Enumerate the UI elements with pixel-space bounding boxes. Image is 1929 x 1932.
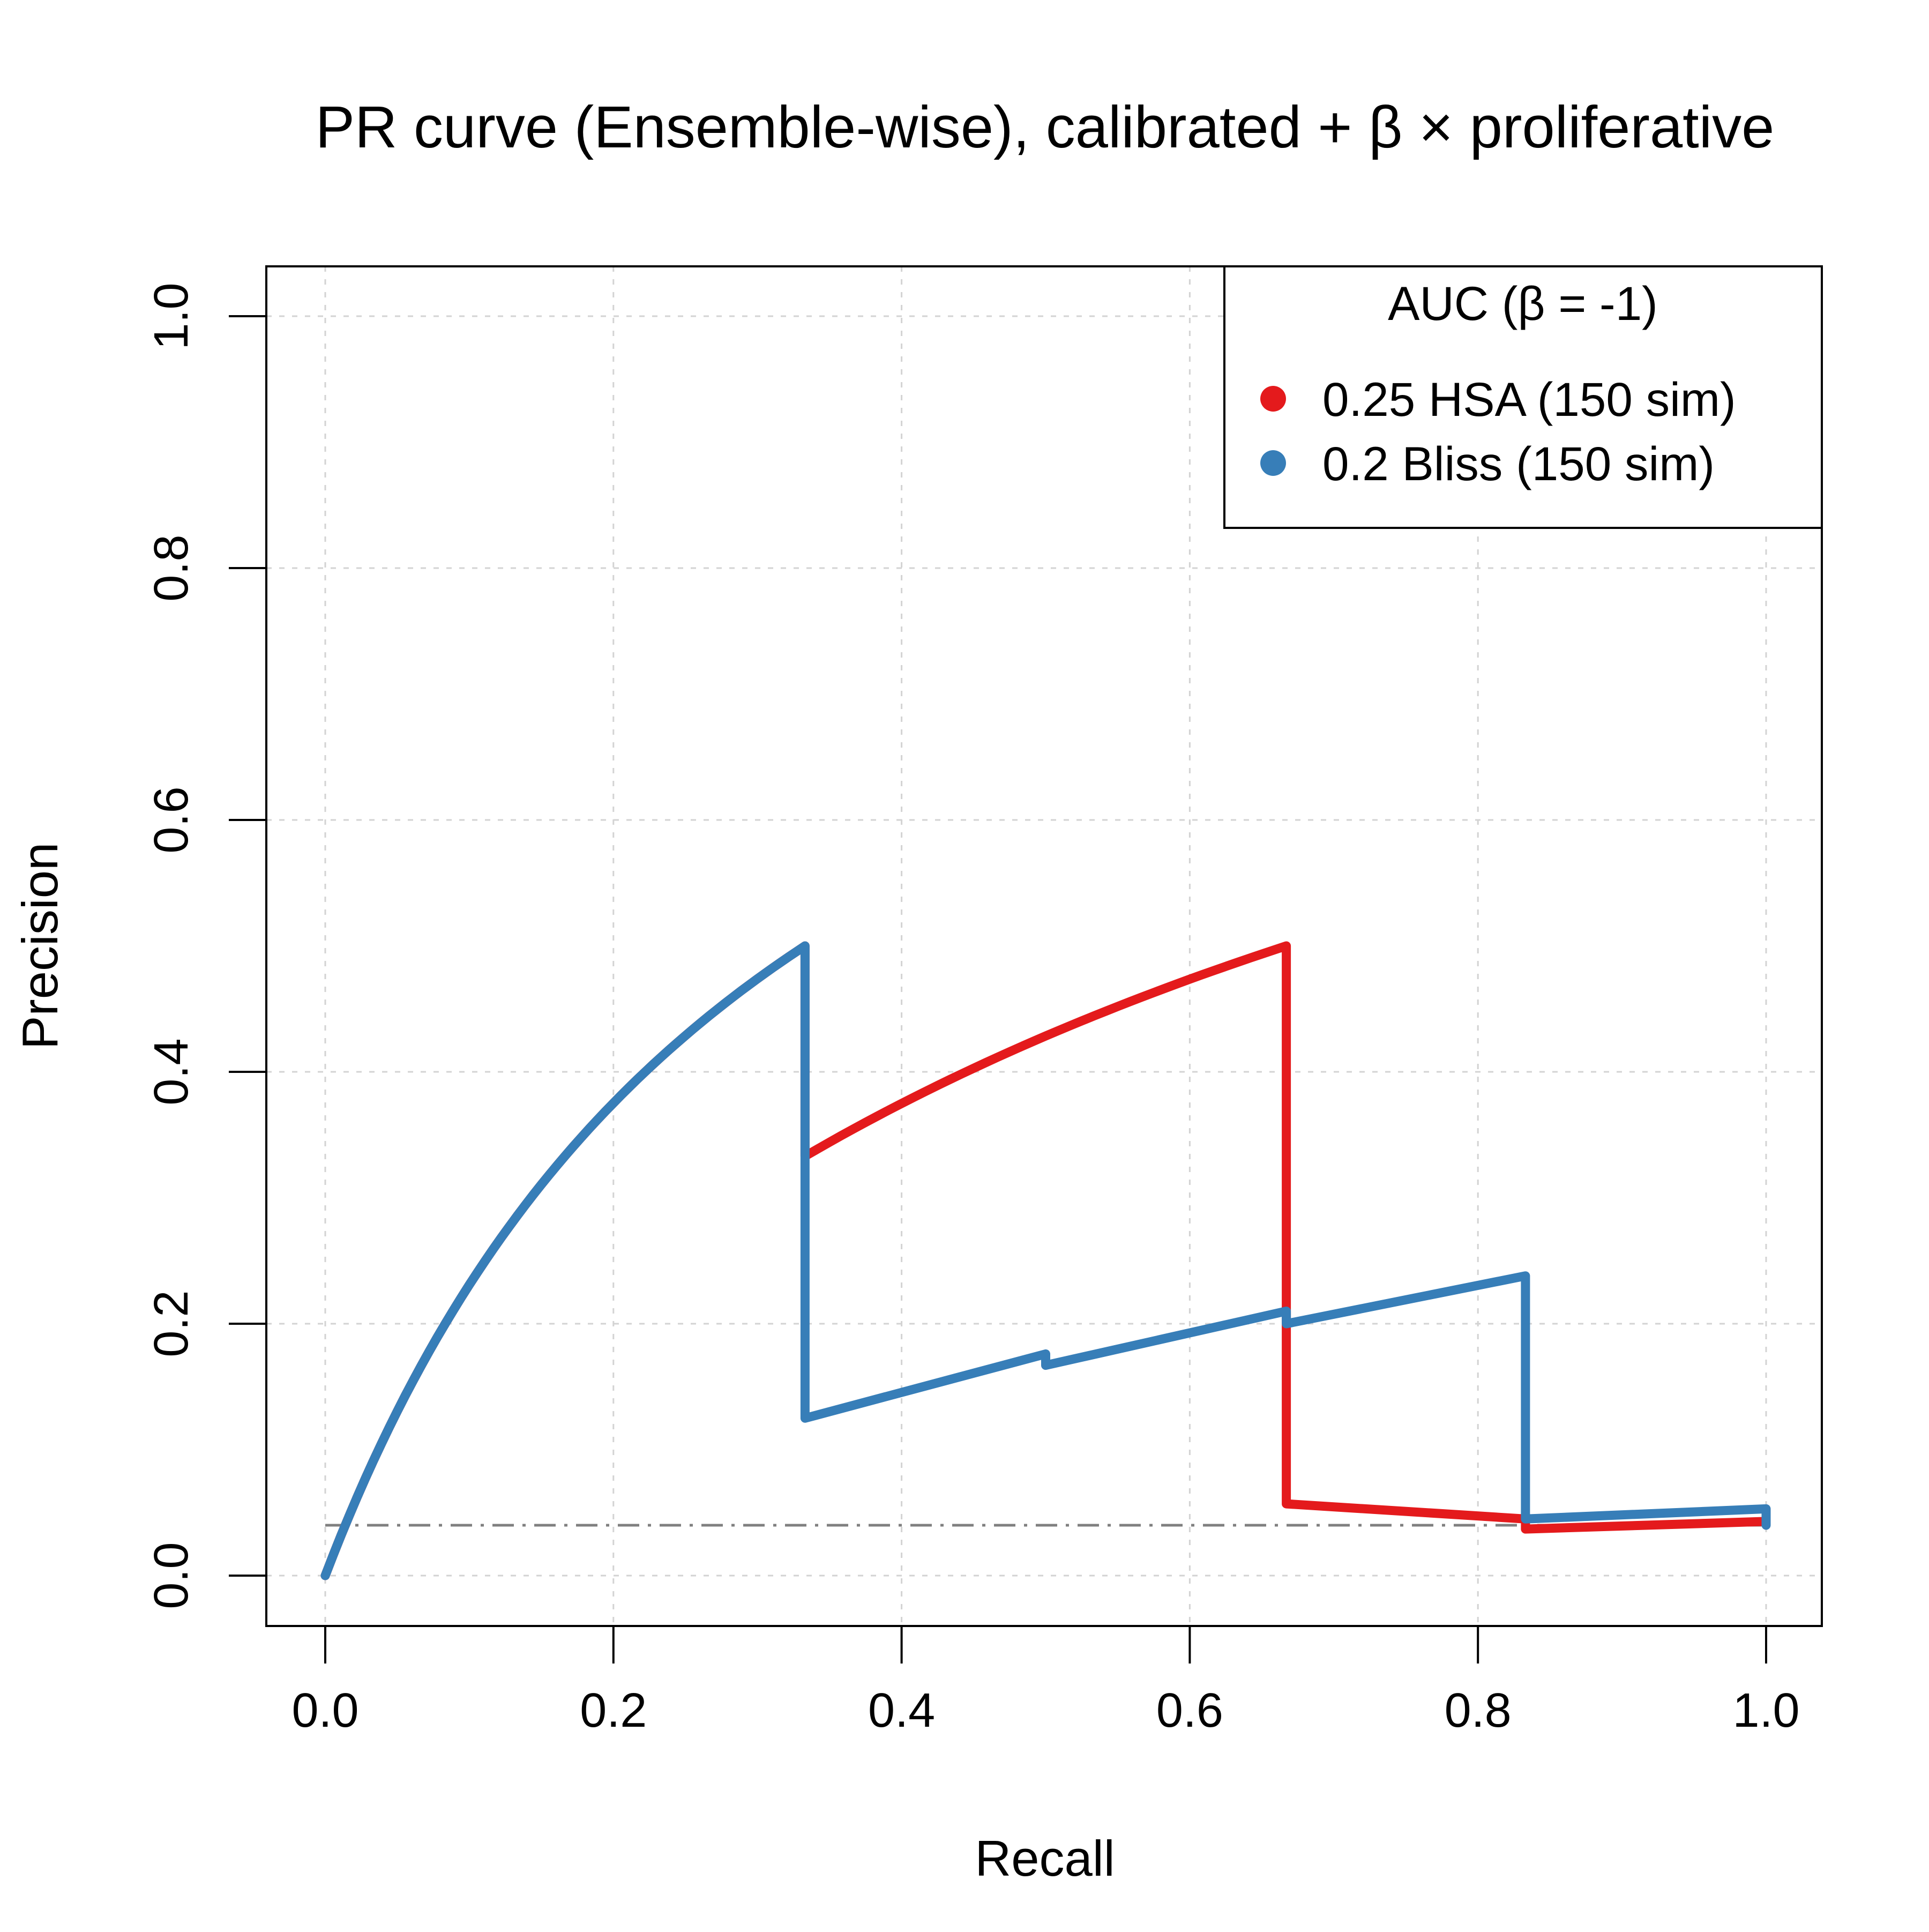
legend-title: AUC (β = -1) — [1388, 277, 1658, 330]
y-tick-label: 0.2 — [145, 1290, 198, 1357]
y-tick-label: 0.6 — [145, 786, 198, 853]
legend-marker-hsa — [1260, 386, 1286, 412]
chart-title: PR curve (Ensemble-wise), calibrated + β… — [316, 94, 1775, 160]
series-layer — [320, 941, 1771, 1580]
x-tick-label: 0.4 — [868, 1684, 935, 1737]
y-tick-label: 1.0 — [145, 282, 198, 349]
x-tick-label: 0.6 — [1156, 1684, 1223, 1737]
x-axis-title: Recall — [975, 1830, 1115, 1886]
legend-label-bliss: 0.2 Bliss (150 sim) — [1322, 437, 1715, 490]
y-tick-label: 0.0 — [145, 1542, 198, 1609]
y-tick-label: 0.8 — [145, 534, 198, 601]
x-tick-label: 0.0 — [291, 1684, 358, 1737]
y-tick-label: 0.4 — [145, 1038, 198, 1105]
x-axis: 0.0 0.2 0.4 0.6 0.8 1.0 — [291, 1625, 1800, 1737]
series-bliss — [320, 941, 1771, 1580]
x-tick-label: 1.0 — [1732, 1684, 1799, 1737]
x-tick-label: 0.8 — [1445, 1684, 1512, 1737]
y-axis: 0.0 0.2 0.4 0.6 0.8 1.0 — [145, 282, 267, 1609]
legend-marker-bliss — [1260, 450, 1286, 476]
x-tick-label: 0.2 — [580, 1684, 647, 1737]
series-line — [320, 941, 1771, 1580]
legend-box — [1223, 265, 1823, 529]
y-axis-title: Precision — [12, 842, 68, 1050]
legend: AUC (β = -1) 0.25 HSA (150 sim) 0.2 Blis… — [1223, 265, 1823, 529]
grid-layer — [266, 266, 1822, 1626]
legend-label-hsa: 0.25 HSA (150 sim) — [1322, 372, 1736, 426]
